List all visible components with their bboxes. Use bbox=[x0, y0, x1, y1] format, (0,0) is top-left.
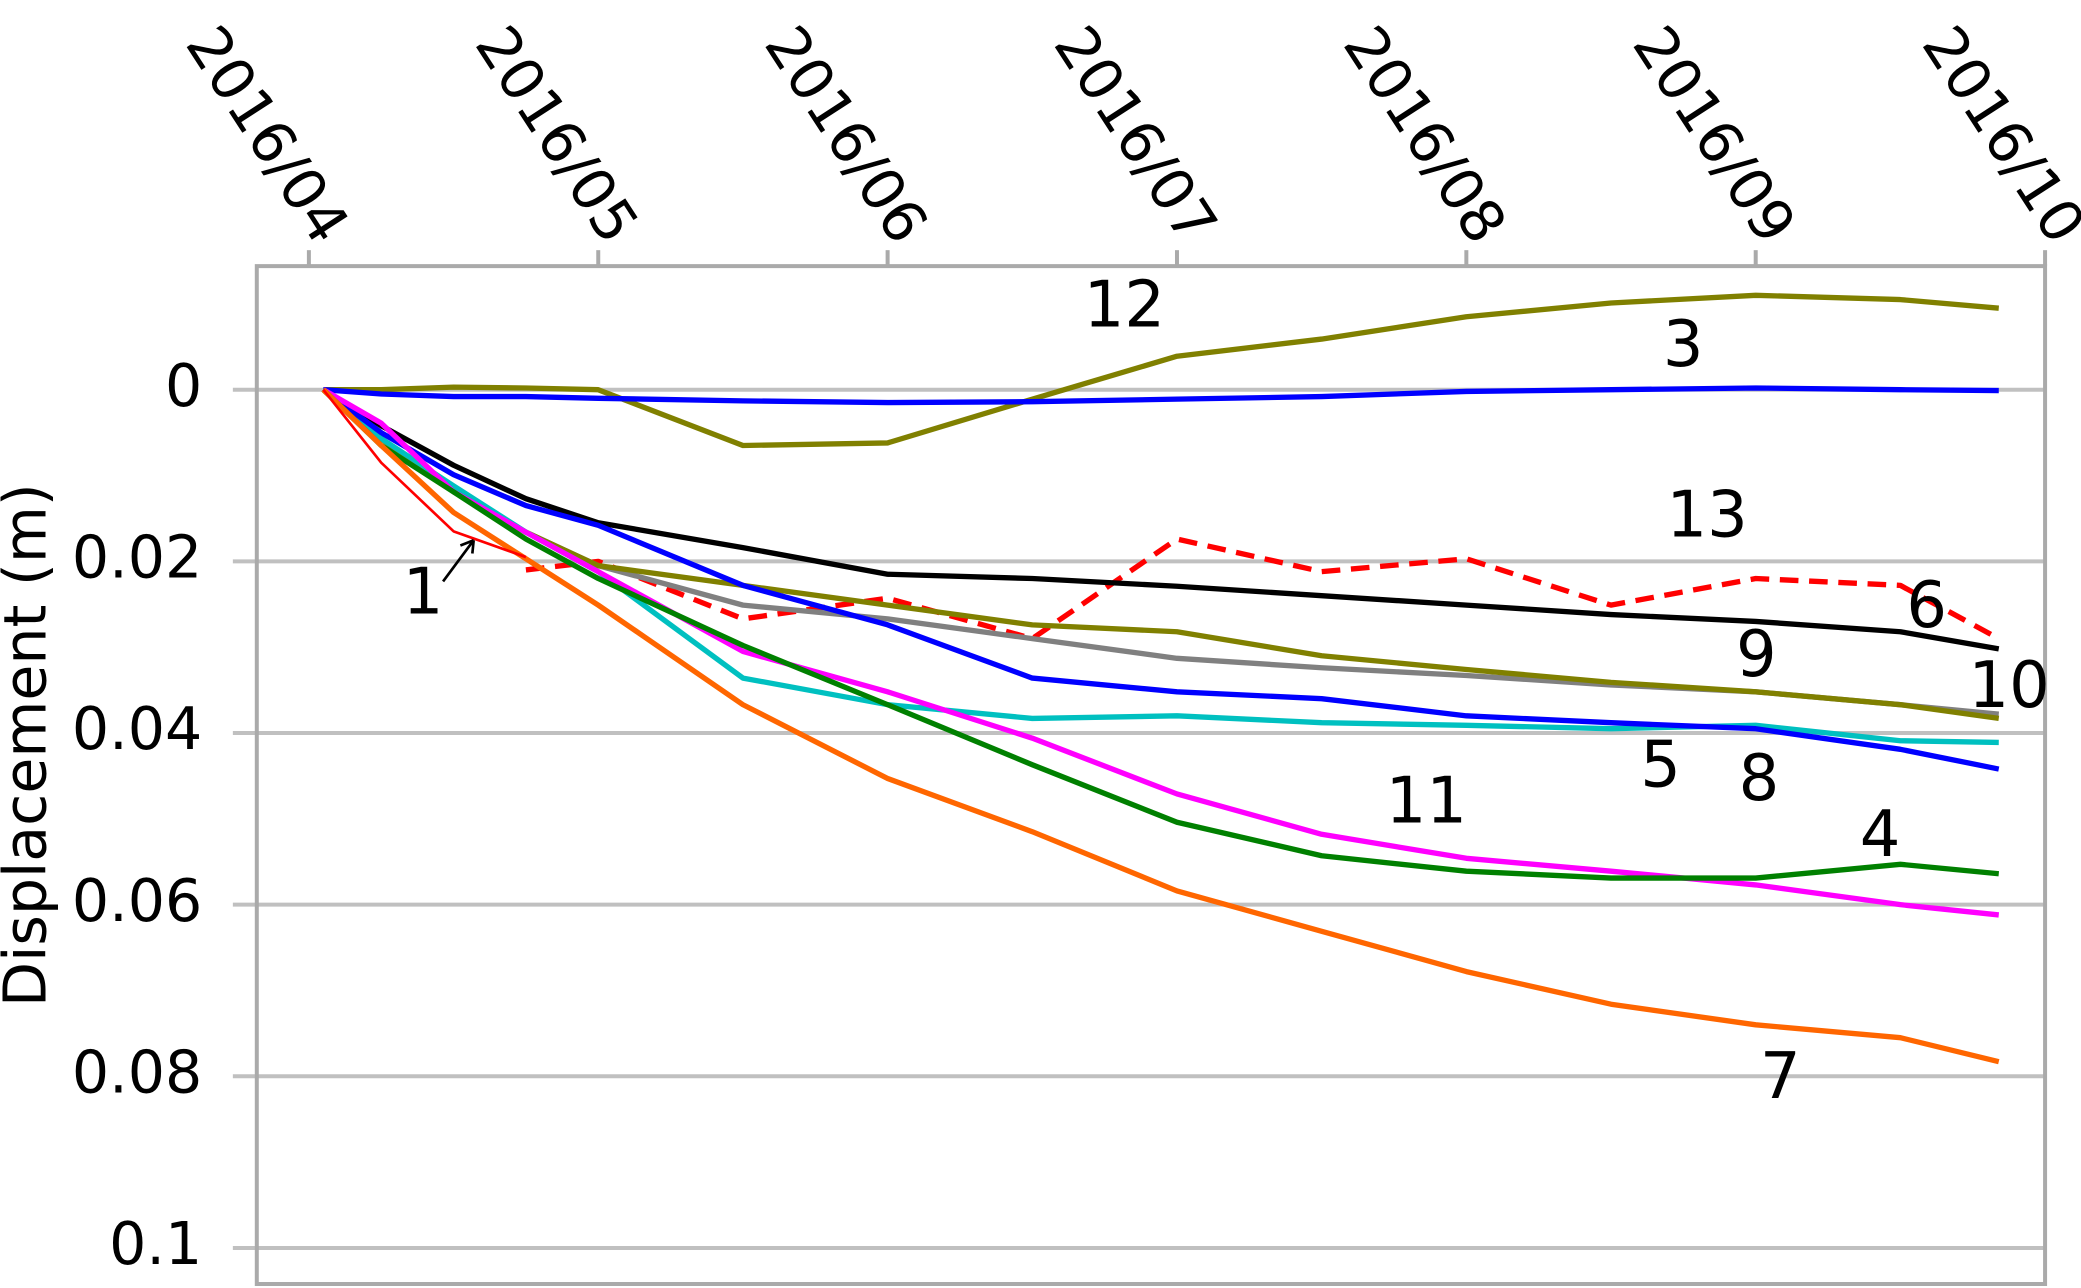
x-tick-label: 2016/07 bbox=[1041, 14, 1230, 255]
series-label: 8 bbox=[1739, 742, 1780, 816]
series-label: 13 bbox=[1666, 479, 1747, 553]
y-tick-label: 0.08 bbox=[72, 1038, 202, 1106]
y-axis-title: Displacement (m) bbox=[0, 483, 59, 1007]
y-tick-label: 0.02 bbox=[72, 523, 202, 591]
x-tick-label: 2016/05 bbox=[462, 14, 651, 255]
series-label: 5 bbox=[1640, 729, 1681, 803]
series-label: 11 bbox=[1386, 765, 1467, 839]
series-line bbox=[525, 536, 2001, 642]
series-line bbox=[323, 385, 1999, 406]
series-line bbox=[321, 387, 2000, 652]
series-label: 6 bbox=[1906, 569, 1947, 643]
series-label: 10 bbox=[1969, 649, 2050, 723]
label-arrow bbox=[442, 538, 476, 583]
series-label: 1 bbox=[403, 556, 444, 630]
x-tick-label: 2016/09 bbox=[1620, 14, 1809, 255]
x-tick-label: 2016/08 bbox=[1330, 14, 1519, 255]
series-line bbox=[321, 387, 2000, 881]
y-tick-label: 0.06 bbox=[72, 867, 202, 935]
series-label: 7 bbox=[1760, 1040, 1801, 1114]
series-label: 4 bbox=[1860, 798, 1901, 872]
y-tick-label: 0 bbox=[165, 352, 202, 420]
series-line bbox=[321, 387, 2000, 1065]
series-label: 3 bbox=[1663, 308, 1704, 382]
series-label: 12 bbox=[1084, 268, 1165, 342]
series-label: 9 bbox=[1736, 618, 1777, 692]
series-line bbox=[322, 388, 527, 559]
series-line bbox=[321, 387, 2000, 772]
x-tick-label: 2016/04 bbox=[173, 14, 362, 255]
y-tick-label: 0.04 bbox=[72, 695, 202, 763]
x-tick-label: 2016/06 bbox=[751, 14, 940, 255]
plot-frame bbox=[254, 264, 2048, 1286]
y-tick-label: 0.1 bbox=[109, 1210, 202, 1278]
x-tick-label: 2016/10 bbox=[1909, 14, 2081, 255]
